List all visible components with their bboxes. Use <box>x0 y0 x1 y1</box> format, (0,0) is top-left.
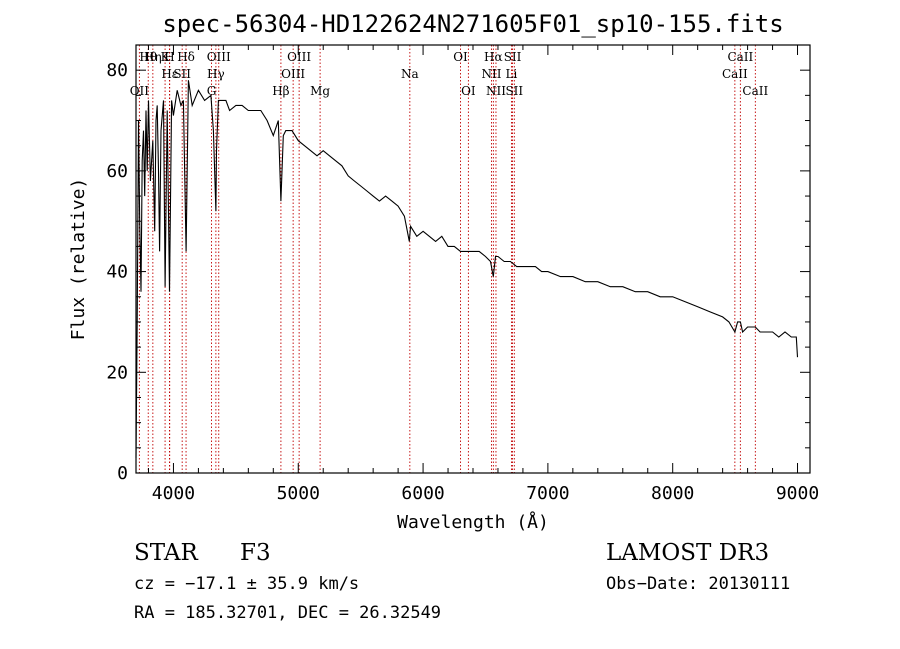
marker-label-8: OIII <box>207 50 231 64</box>
y-tick-label-80: 80 <box>106 60 128 81</box>
axis-ticks <box>136 44 810 474</box>
marker-label-15: Na <box>401 67 419 81</box>
x-tick-label-6000: 6000 <box>401 483 444 504</box>
marker-label-14: Mg <box>310 84 330 98</box>
marker-label-26: CaII <box>742 84 768 98</box>
plot-frame <box>135 44 811 474</box>
x-tick-label-7000: 7000 <box>526 483 569 504</box>
marker-label-2: Hη <box>144 50 162 64</box>
y-tick-label-40: 40 <box>106 262 128 283</box>
marker-label-20: NII <box>486 84 506 98</box>
marker-label-17: OI <box>461 84 476 98</box>
marker-label-25: CaII <box>722 67 748 81</box>
marker-label-1: Hθ <box>139 50 157 64</box>
y-tick-label-60: 60 <box>106 161 128 182</box>
survey-name: LAMOST DR3 <box>606 540 770 566</box>
marker-label-0: OII <box>130 84 150 98</box>
marker-label-12: OIII <box>281 67 305 81</box>
observation-date: Obs−Date: 20130111 <box>606 574 791 594</box>
marker-label-3: K <box>161 50 171 64</box>
marker-label-10: G <box>207 84 217 98</box>
x-tick-label-5000: 5000 <box>277 483 320 504</box>
object-subclass: F3 <box>240 540 271 566</box>
x-tick-label-8000: 8000 <box>651 483 694 504</box>
marker-label-16: OI <box>453 50 468 64</box>
y-tick-label-0: 0 <box>117 463 128 484</box>
marker-label-24: CaII <box>727 50 753 64</box>
spectrum-line <box>135 80 799 458</box>
object-class: STAR <box>134 540 198 566</box>
marker-label-9: Hγ <box>207 67 225 81</box>
marker-label-19: NII <box>481 67 501 81</box>
marker-label-6: Hδ <box>177 50 195 64</box>
chart-title: spec-56304-HD122624N271605F01_sp10-155.f… <box>162 10 783 38</box>
marker-label-5: Hε <box>161 67 178 81</box>
line-markers <box>138 45 756 473</box>
x-tick-label-4000: 4000 <box>152 483 195 504</box>
coordinates: RA = 185.32701, DEC = 26.32549 <box>134 603 442 623</box>
marker-label-18: Hα <box>484 50 503 64</box>
marker-label-7: SII <box>173 67 191 81</box>
redshift-cz: cz = −17.1 ± 35.9 km/s <box>134 574 360 594</box>
marker-label-4: H <box>164 50 174 64</box>
y-axis-label: Flux (relative) <box>68 178 89 341</box>
marker-label-23: SII <box>505 84 523 98</box>
x-axis-label: Wavelength (Å) <box>397 511 549 533</box>
marker-label-21: SII <box>504 50 522 64</box>
marker-label-13: OIII <box>287 50 311 64</box>
marker-label-22: Li <box>506 67 518 81</box>
y-tick-label-20: 20 <box>106 362 128 383</box>
marker-label-11: Hβ <box>272 84 289 98</box>
axis-tick-labels: 4000 5000 6000 7000 8000 9000 0 20 40 60 80 <box>106 60 819 504</box>
x-tick-label-9000: 9000 <box>776 483 819 504</box>
